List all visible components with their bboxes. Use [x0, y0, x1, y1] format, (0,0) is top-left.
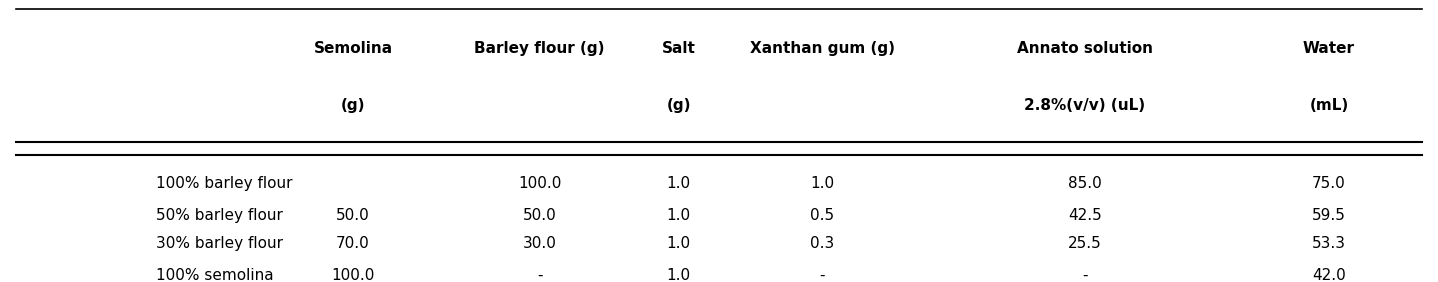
Text: 25.5: 25.5 [1068, 237, 1102, 252]
Text: (mL): (mL) [1310, 98, 1349, 113]
Text: 100% barley flour: 100% barley flour [157, 177, 293, 191]
Text: 50% barley flour: 50% barley flour [157, 208, 283, 223]
Text: Xanthan gum (g): Xanthan gum (g) [749, 41, 894, 56]
Text: 1.0: 1.0 [667, 237, 690, 252]
Text: Annato solution: Annato solution [1017, 41, 1153, 56]
Text: 85.0: 85.0 [1068, 177, 1102, 191]
Text: 2.8%(v/v) (uL): 2.8%(v/v) (uL) [1024, 98, 1146, 113]
Text: 70.0: 70.0 [336, 237, 370, 252]
Text: 100.0: 100.0 [331, 268, 375, 282]
Text: Semolina: Semolina [313, 41, 393, 56]
Text: 30.0: 30.0 [522, 237, 557, 252]
Text: 0.3: 0.3 [810, 237, 834, 252]
Text: 42.0: 42.0 [1311, 268, 1346, 282]
Text: 0.5: 0.5 [810, 208, 834, 223]
Text: 75.0: 75.0 [1311, 177, 1346, 191]
Text: 1.0: 1.0 [667, 208, 690, 223]
Text: -: - [1083, 268, 1087, 282]
Text: Salt: Salt [661, 41, 696, 56]
Text: Water: Water [1303, 41, 1355, 56]
Text: (g): (g) [667, 98, 692, 113]
Text: 42.5: 42.5 [1068, 208, 1102, 223]
Text: -: - [536, 268, 542, 282]
Text: 1.0: 1.0 [667, 177, 690, 191]
Text: 100.0: 100.0 [518, 177, 561, 191]
Text: 53.3: 53.3 [1311, 237, 1346, 252]
Text: 1.0: 1.0 [810, 177, 834, 191]
Text: 30% barley flour: 30% barley flour [157, 237, 283, 252]
Text: 1.0: 1.0 [667, 268, 690, 282]
Text: Barley flour (g): Barley flour (g) [475, 41, 605, 56]
Text: 59.5: 59.5 [1311, 208, 1346, 223]
Text: 50.0: 50.0 [523, 208, 557, 223]
Text: -: - [820, 268, 825, 282]
Text: 50.0: 50.0 [336, 208, 370, 223]
Text: 100% semolina: 100% semolina [157, 268, 275, 282]
Text: (g): (g) [341, 98, 365, 113]
